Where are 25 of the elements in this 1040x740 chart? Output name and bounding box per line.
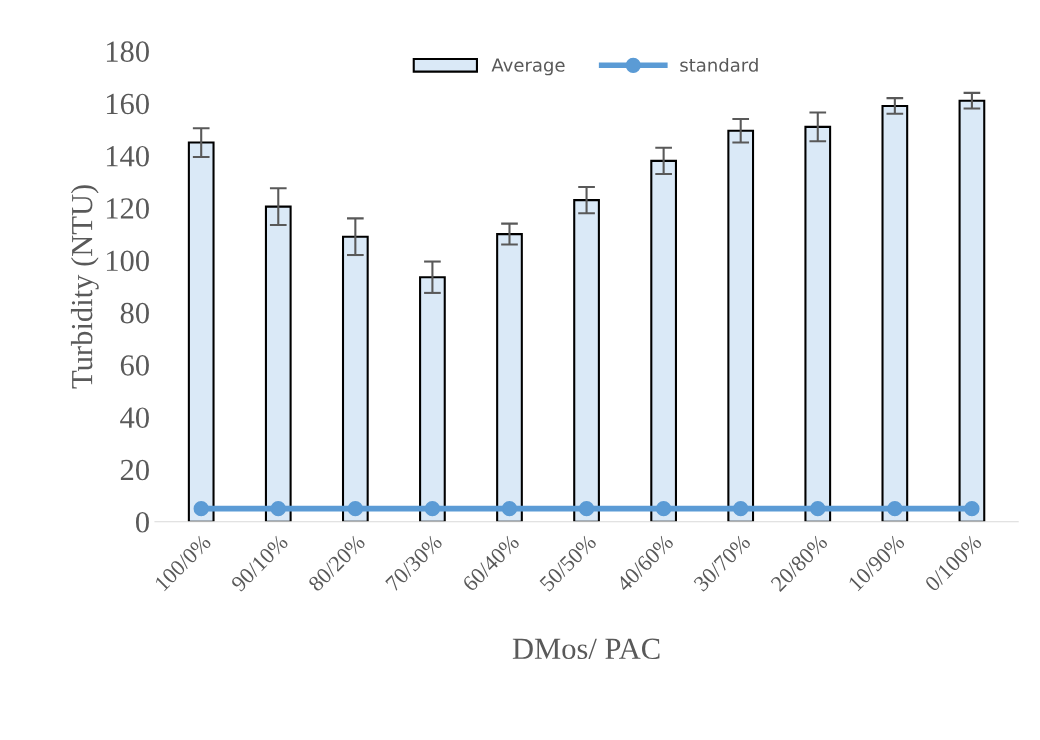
y-tick-label: 180 <box>106 41 149 62</box>
bar <box>341 235 369 522</box>
bar <box>573 199 600 522</box>
y-tick-label: 40 <box>120 407 149 429</box>
legend-label: standard <box>680 57 758 72</box>
y-tick-label: 0 <box>135 511 149 533</box>
x-axis-title: DMos/ PAC <box>512 638 660 660</box>
bar <box>419 276 446 522</box>
bar <box>727 129 755 522</box>
bar <box>264 205 292 522</box>
y-tick-label: 160 <box>106 93 149 115</box>
bar <box>804 125 832 522</box>
y-tick-label: 120 <box>106 198 149 219</box>
y-tick-label: 60 <box>120 355 149 376</box>
bar <box>496 233 523 522</box>
bar <box>881 104 909 522</box>
bar <box>650 159 677 522</box>
y-tick-label: 20 <box>120 459 149 481</box>
y-axis-title: Turbidity (NTU) <box>70 185 99 389</box>
bar <box>187 141 215 522</box>
y-tick-label: 140 <box>106 145 149 167</box>
y-tick-label: 100 <box>106 250 149 272</box>
bar <box>958 99 986 522</box>
y-tick-label: 80 <box>120 302 149 324</box>
legend-label: Average <box>491 58 565 76</box>
